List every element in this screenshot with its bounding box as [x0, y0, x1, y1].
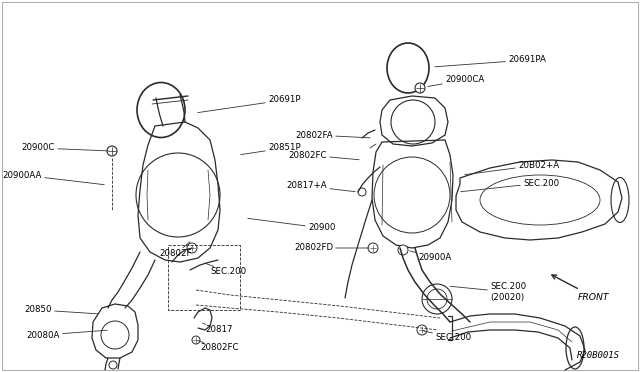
Text: R20B001S: R20B001S [577, 351, 620, 360]
Text: 20802FA: 20802FA [296, 131, 370, 140]
Circle shape [109, 361, 117, 369]
Text: SEC.200: SEC.200 [205, 263, 246, 276]
Text: 20900AA: 20900AA [3, 170, 104, 185]
Circle shape [368, 243, 378, 253]
Text: 20802FD: 20802FD [294, 244, 369, 253]
Text: 20817+A: 20817+A [286, 182, 355, 192]
Text: SEC.200: SEC.200 [461, 179, 559, 192]
Text: 20691PA: 20691PA [435, 55, 546, 67]
Text: FRONT: FRONT [552, 275, 609, 301]
Circle shape [415, 83, 425, 93]
Text: 20802F: 20802F [159, 242, 192, 259]
Text: SEC.200
(20020): SEC.200 (20020) [450, 282, 526, 302]
Text: 20900: 20900 [248, 218, 335, 232]
Text: 20900CA: 20900CA [428, 76, 484, 87]
Circle shape [358, 188, 366, 196]
Text: 20B02+A: 20B02+A [465, 160, 559, 174]
Text: 20900C: 20900C [22, 144, 108, 153]
Text: SEC.200: SEC.200 [422, 331, 471, 343]
Text: 20080A: 20080A [27, 330, 108, 340]
Text: 20850: 20850 [24, 305, 98, 314]
Circle shape [192, 336, 200, 344]
Text: 20802FC: 20802FC [198, 341, 239, 353]
Text: 20691P: 20691P [198, 96, 301, 113]
Circle shape [417, 325, 427, 335]
Text: 20900A: 20900A [410, 251, 451, 263]
Text: 20802FC: 20802FC [289, 151, 359, 160]
Circle shape [398, 245, 408, 255]
Circle shape [107, 146, 117, 156]
Circle shape [187, 243, 197, 253]
Text: 20851P: 20851P [241, 144, 301, 155]
Text: 20817: 20817 [202, 323, 232, 334]
